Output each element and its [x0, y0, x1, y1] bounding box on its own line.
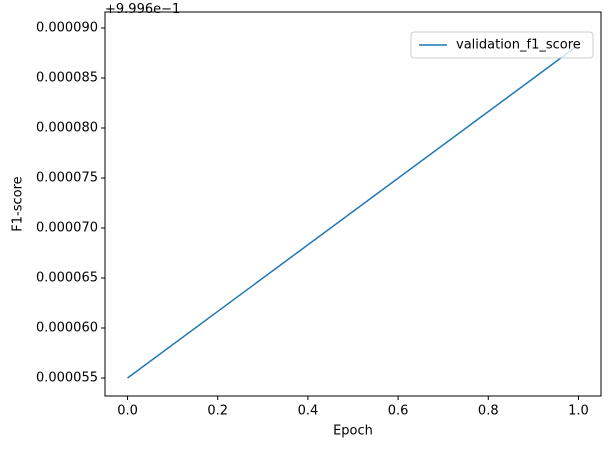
- y-tick-label: 0.000085: [36, 71, 98, 86]
- x-tick-label: 0.8: [478, 404, 499, 419]
- x-axis-label: Epoch: [333, 424, 373, 439]
- y-tick-label: 0.000090: [36, 21, 98, 36]
- data-line: [127, 44, 579, 379]
- y-tick-label: 0.000075: [36, 171, 98, 186]
- y-axis-label: F1-score: [11, 176, 26, 231]
- y-tick-label: 0.000080: [36, 121, 98, 136]
- y-tick-label: 0.000060: [36, 321, 98, 336]
- x-tick-label: 0.2: [207, 404, 228, 419]
- axes-frame: [104, 11, 602, 397]
- legend-label: validation_f1_score: [456, 38, 581, 53]
- x-tick-label: 0.0: [117, 404, 138, 419]
- x-tick-label: 0.4: [298, 404, 319, 419]
- y-tick-label: 0.000070: [36, 221, 98, 236]
- y-tick-label: 0.000065: [36, 271, 98, 286]
- y-offset-text: +9.996e−1: [105, 2, 180, 17]
- x-tick-label: 0.6: [388, 404, 409, 419]
- x-tick-label: 1.0: [568, 404, 589, 419]
- y-tick-label: 0.000055: [36, 371, 98, 386]
- legend-box: [410, 31, 594, 59]
